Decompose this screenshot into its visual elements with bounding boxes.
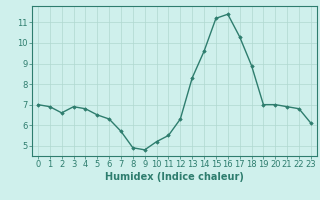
X-axis label: Humidex (Indice chaleur): Humidex (Indice chaleur) bbox=[105, 172, 244, 182]
